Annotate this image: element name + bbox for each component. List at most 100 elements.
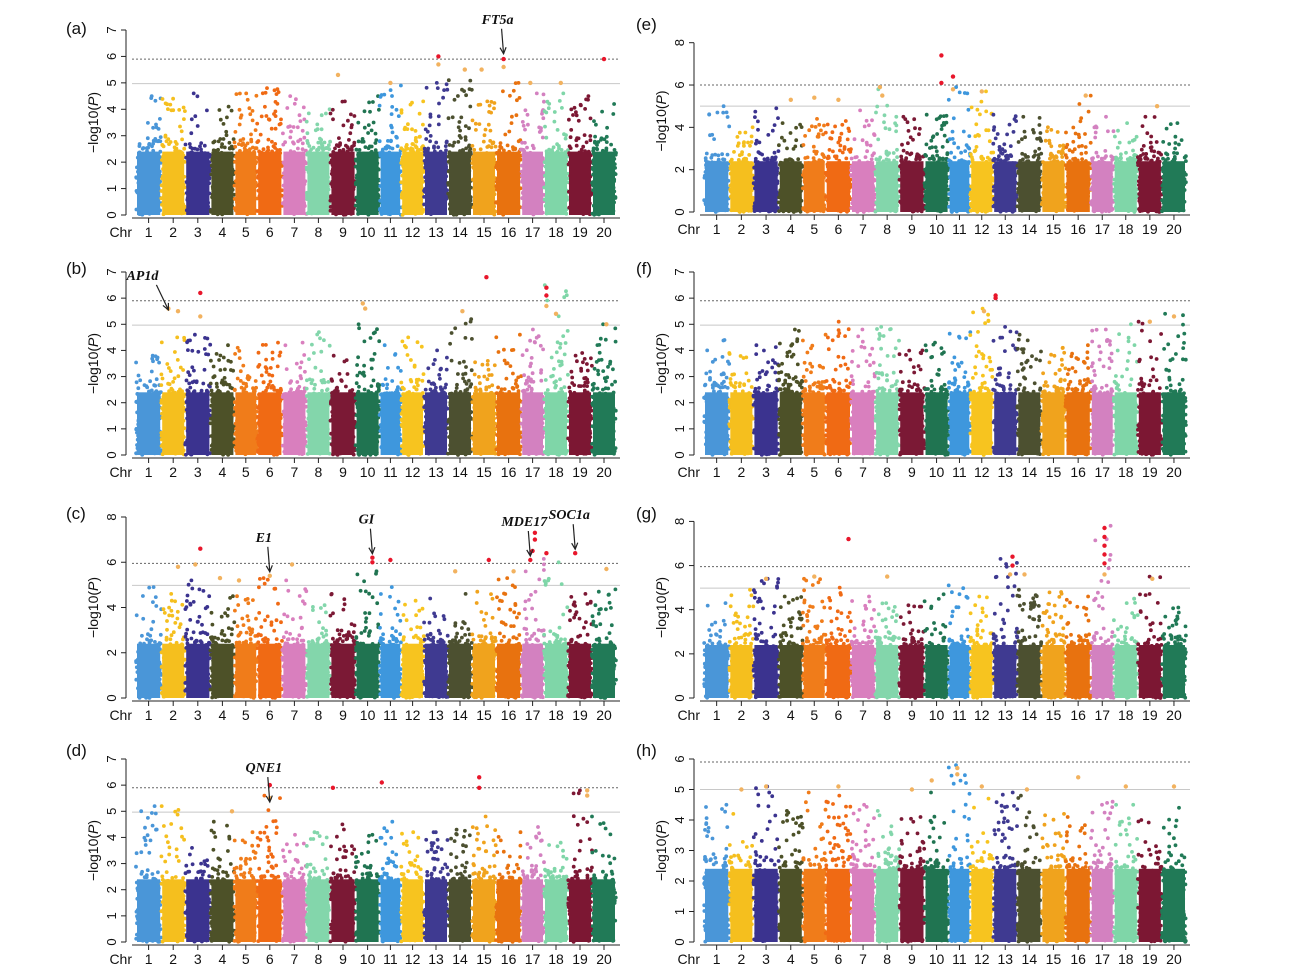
snp-point bbox=[163, 101, 168, 106]
snp-point bbox=[209, 358, 213, 363]
snp-point bbox=[542, 99, 546, 104]
snp-point bbox=[464, 93, 468, 98]
y-tick-label: 0 bbox=[104, 211, 119, 218]
panel-label: (a) bbox=[66, 19, 87, 38]
snp-point bbox=[412, 364, 417, 369]
snp-point bbox=[305, 131, 310, 136]
snp-point bbox=[396, 385, 400, 390]
snp-point bbox=[183, 109, 187, 113]
snp-point bbox=[568, 135, 573, 140]
snp-point bbox=[275, 87, 280, 91]
snp-point bbox=[214, 352, 219, 356]
snp-point bbox=[552, 110, 557, 114]
snp-point bbox=[520, 120, 525, 124]
x-tick-label: 20 bbox=[596, 224, 612, 240]
snp-point bbox=[330, 379, 334, 383]
snp-point bbox=[474, 127, 478, 132]
x-tick-label: 14 bbox=[452, 224, 468, 240]
snp-point bbox=[485, 99, 490, 104]
snp-point bbox=[266, 137, 271, 142]
snp-point bbox=[172, 376, 177, 381]
snp-point bbox=[297, 384, 302, 389]
snp-point bbox=[576, 118, 581, 123]
snp-point bbox=[300, 128, 305, 133]
snp-point bbox=[463, 138, 468, 142]
snp-point bbox=[195, 94, 200, 99]
snp-point bbox=[410, 147, 415, 152]
snp-point bbox=[505, 143, 510, 148]
snp-point bbox=[325, 387, 330, 392]
snp-point bbox=[263, 90, 268, 95]
snp-point bbox=[521, 123, 526, 128]
snp-point bbox=[199, 147, 203, 152]
snp-point bbox=[612, 148, 617, 152]
snp-point bbox=[436, 114, 441, 119]
snp-point bbox=[456, 125, 461, 130]
snp-point bbox=[227, 140, 232, 145]
snp-point bbox=[393, 352, 398, 356]
snp-point bbox=[178, 124, 182, 129]
snp-point bbox=[501, 89, 505, 94]
snp-point bbox=[350, 388, 355, 392]
snp-point bbox=[414, 145, 419, 150]
snp-point bbox=[173, 350, 177, 354]
snp-point bbox=[256, 350, 261, 355]
snp-point bbox=[161, 144, 166, 149]
snp-point bbox=[435, 86, 440, 90]
snp-point bbox=[557, 99, 562, 103]
snp-point bbox=[331, 353, 336, 358]
snp-point bbox=[436, 145, 441, 150]
snp-point bbox=[259, 114, 264, 119]
snp-point bbox=[383, 377, 388, 381]
snp-point bbox=[181, 105, 186, 110]
snp-point bbox=[250, 118, 255, 123]
snp-point bbox=[405, 146, 410, 151]
snp-point bbox=[312, 351, 316, 355]
x-tick-label: 15 bbox=[476, 224, 492, 240]
snp-point bbox=[315, 332, 320, 337]
snp-point bbox=[270, 350, 275, 355]
snp-point bbox=[486, 144, 491, 149]
snp-point bbox=[147, 142, 152, 147]
snp-point bbox=[237, 107, 242, 112]
snp-point bbox=[247, 106, 252, 111]
snp-point bbox=[261, 380, 266, 385]
snp-point bbox=[295, 380, 300, 384]
snp-point bbox=[179, 129, 184, 134]
snp-point bbox=[156, 126, 161, 131]
snp-point bbox=[289, 129, 293, 134]
snp-point bbox=[498, 141, 503, 146]
snp-point bbox=[564, 133, 568, 138]
snp-point bbox=[187, 381, 192, 386]
snp-point bbox=[214, 381, 219, 386]
chr-7-dense-band bbox=[283, 392, 306, 455]
snp-point bbox=[382, 343, 387, 348]
snp-point bbox=[278, 148, 282, 152]
snp-point bbox=[389, 123, 393, 128]
snp-point bbox=[217, 108, 222, 112]
snp-point bbox=[517, 96, 522, 100]
snp-point bbox=[154, 139, 158, 143]
snp-point bbox=[341, 123, 346, 128]
snp-point bbox=[136, 386, 141, 391]
snp-point bbox=[232, 388, 237, 392]
snp-point bbox=[222, 145, 227, 150]
snp-point bbox=[248, 112, 253, 117]
snp-point bbox=[594, 122, 598, 127]
snp-point bbox=[427, 123, 432, 128]
snp-point bbox=[507, 129, 512, 134]
snp-point bbox=[375, 327, 379, 332]
snp-point bbox=[396, 114, 401, 118]
snp-point bbox=[231, 137, 236, 142]
snp-point bbox=[337, 372, 342, 376]
snp-point bbox=[264, 357, 268, 362]
snp-point bbox=[228, 385, 233, 390]
snp-point bbox=[582, 133, 587, 138]
snp-point bbox=[172, 145, 177, 150]
snp-point bbox=[263, 104, 267, 109]
snp-point bbox=[567, 144, 572, 149]
snp-point bbox=[241, 363, 246, 368]
snp-point bbox=[422, 146, 427, 151]
